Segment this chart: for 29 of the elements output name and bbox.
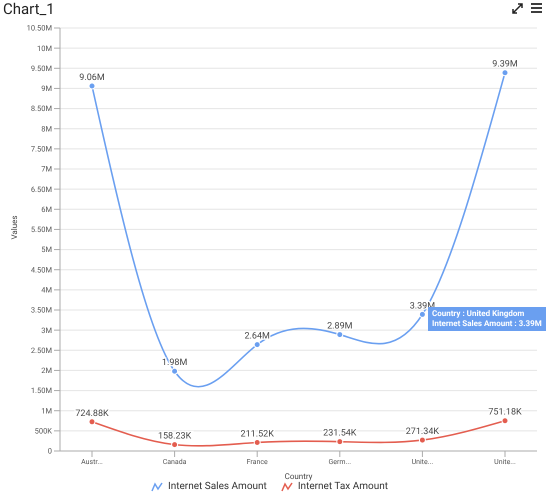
point [336,438,344,446]
point [171,441,178,448]
point [88,418,96,426]
point [502,417,508,424]
data-label: 2.89M [327,322,353,332]
point [418,310,426,318]
data-label: 9.39M [492,60,518,70]
legend-label: Internet Sales Amount [166,481,267,492]
y-axis-title: Values [10,216,19,240]
data-label: 158.23K [158,432,192,442]
data-label: 271.34K [406,427,440,438]
point [418,436,426,444]
point [171,368,178,375]
info-box: Country : United Kingdom Internet Sales Amount : 3.39M [428,307,546,331]
data-label: 211.52K [240,429,274,440]
data-label: 724.88K [75,408,110,419]
x-axis-title: Country [284,472,313,481]
data-label: 2.64M [244,332,270,342]
data-label: 9.06M [79,73,105,84]
annotation: Country : United Kingdom [432,309,526,319]
point [88,82,96,90]
chart-title: Chart_1 [3,0,55,18]
annotation: Internet Sales Amount : 3.39M [432,319,542,329]
data-label: 751.18K [488,408,522,418]
point [336,331,344,338]
legend-label: Internet Tax Amount [296,481,388,492]
point [254,341,261,348]
point [502,69,508,76]
data-label: 231.54K [323,428,357,439]
